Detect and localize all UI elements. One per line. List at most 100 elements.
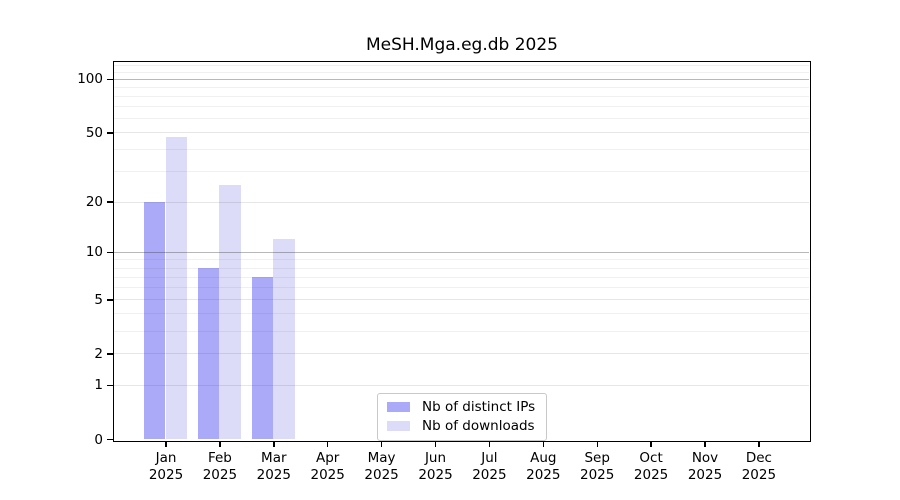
y-axis-tick <box>107 438 113 441</box>
x-axis-tick-label-line: 2025 <box>364 466 399 483</box>
y-axis-tick <box>107 384 113 387</box>
x-axis-tick-label-line: 2025 <box>580 466 615 483</box>
legend-item-distinct-ips: Nb of distinct IPs <box>387 399 535 415</box>
gridline-minor <box>114 71 809 73</box>
x-axis-tick <box>650 442 652 447</box>
gridline-major <box>114 201 809 203</box>
x-axis-tick-label-line: Feb <box>207 450 232 466</box>
x-axis-tick-label: Apr 2025 <box>296 450 360 483</box>
x-axis-tick-label-line: Sep <box>584 450 610 466</box>
y-axis-tick <box>107 353 113 355</box>
gridline-major <box>114 353 809 355</box>
x-axis-tick-label: Dec 2025 <box>727 450 791 483</box>
gridline-minor <box>114 313 809 315</box>
gridline-minor <box>114 96 809 98</box>
legend-item-downloads: Nb of downloads <box>387 418 535 434</box>
x-axis-tick-label-line: 2025 <box>310 466 345 483</box>
legend-label-distinct-ips: Nb of distinct IPs <box>422 399 536 415</box>
bar-downloads-mar <box>273 238 296 439</box>
x-axis-tick-label: Jan 2025 <box>134 450 198 483</box>
y-axis-tick-label: 10 <box>85 244 103 261</box>
x-axis-tick-label: May 2025 <box>350 450 414 483</box>
x-axis-tick-label-line: Dec <box>745 450 772 466</box>
x-axis-tick-label-line: Nov <box>691 450 719 466</box>
gridline-minor <box>114 106 809 108</box>
x-axis-tick <box>758 442 760 447</box>
gridline-minor <box>114 171 809 173</box>
gridline-minor <box>114 259 809 261</box>
x-axis-tick <box>434 442 437 447</box>
gridline-minor <box>114 87 809 89</box>
y-axis-tick-label: 2 <box>94 345 103 362</box>
x-axis-tick-label: Jul 2025 <box>457 450 521 483</box>
y-axis-tick <box>107 201 113 203</box>
x-axis-tick-label-line: 2025 <box>526 466 561 483</box>
x-axis-tick <box>326 442 329 447</box>
gridline-major <box>114 78 809 81</box>
x-axis-tick-label: Sep 2025 <box>565 450 629 483</box>
x-axis-tick-label-line: Mar <box>261 450 287 466</box>
x-axis-tick-label-line: 2025 <box>472 466 507 483</box>
y-axis-tick-label: 1 <box>94 377 103 394</box>
gridline-major <box>114 299 809 301</box>
x-axis-tick-label-line: 2025 <box>418 466 453 483</box>
gridline-major <box>114 251 809 254</box>
gridline-minor <box>114 287 809 289</box>
y-axis-tick-label: 5 <box>94 291 103 308</box>
x-axis-tick-label: Oct 2025 <box>619 450 683 483</box>
x-axis-tick-label-line: May <box>367 450 396 466</box>
x-axis-tick-label-line: Jan <box>155 450 177 466</box>
x-axis-tick-label-line: Apr <box>316 450 340 466</box>
x-axis-tick-label-line: Jul <box>481 450 498 466</box>
gridline-minor <box>114 64 809 66</box>
y-axis-tick-label: 100 <box>77 71 103 88</box>
bar-distinct-ips-mar <box>251 276 274 439</box>
legend-swatch-distinct-ips-icon <box>387 402 410 412</box>
x-axis-tick-label: Jun 2025 <box>404 450 468 483</box>
gridline-minor <box>114 118 809 120</box>
y-axis-tick <box>107 251 113 254</box>
x-axis-tick-label-line: Oct <box>639 450 663 466</box>
x-axis-tick <box>596 442 598 447</box>
x-axis-tick-label-line: Aug <box>530 450 557 466</box>
y-axis-tick-label: 20 <box>85 194 103 210</box>
x-axis-tick-label-line: 2025 <box>202 466 238 483</box>
x-axis-tick-label-line: 2025 <box>633 466 669 483</box>
plot-area: Nb of distinct IPs Nb of downloads <box>113 61 811 442</box>
bar-downloads-jan <box>165 137 188 439</box>
x-axis-tick-label-line: 2025 <box>148 466 184 483</box>
gridline-minor <box>114 149 809 151</box>
bar-distinct-ips-jan <box>143 201 166 439</box>
chart-title: MeSH.Mga.eg.db 2025 <box>366 35 558 55</box>
bar-distinct-ips-feb <box>197 267 220 439</box>
x-axis-tick-label-line: Jun <box>424 450 447 466</box>
x-axis-tick-label-line: 2025 <box>687 466 723 483</box>
x-axis-tick <box>219 442 221 447</box>
x-axis-tick-label: Nov 2025 <box>673 450 737 483</box>
y-axis-tick <box>107 132 113 134</box>
legend-label-downloads: Nb of downloads <box>422 418 535 434</box>
y-axis-tick-label: 50 <box>85 124 103 141</box>
legend: Nb of distinct IPs Nb of downloads <box>377 393 548 441</box>
x-axis-tick-label: Aug 2025 <box>511 450 575 483</box>
gridline-major <box>114 384 809 386</box>
y-axis-tick <box>107 299 113 301</box>
x-axis-tick-label: Feb 2025 <box>188 450 252 483</box>
x-axis-tick <box>273 442 275 447</box>
x-axis-tick-label-line: 2025 <box>741 466 777 483</box>
gridline-minor <box>114 330 809 332</box>
y-axis-tick-label: 0 <box>94 431 103 448</box>
x-axis-tick-label: Mar 2025 <box>242 450 306 483</box>
x-axis-tick-label-line: 2025 <box>256 466 291 483</box>
y-axis-tick <box>107 78 113 81</box>
x-axis-tick <box>165 442 167 447</box>
x-axis-tick <box>488 442 491 447</box>
x-axis-tick <box>542 442 544 447</box>
x-axis-tick <box>704 442 706 447</box>
gridline-major <box>114 132 809 134</box>
bar-downloads-feb <box>219 184 242 439</box>
x-axis-tick <box>380 442 383 447</box>
legend-swatch-downloads-icon <box>387 421 410 431</box>
gridline-minor <box>114 276 809 278</box>
gridline-minor <box>114 267 809 269</box>
